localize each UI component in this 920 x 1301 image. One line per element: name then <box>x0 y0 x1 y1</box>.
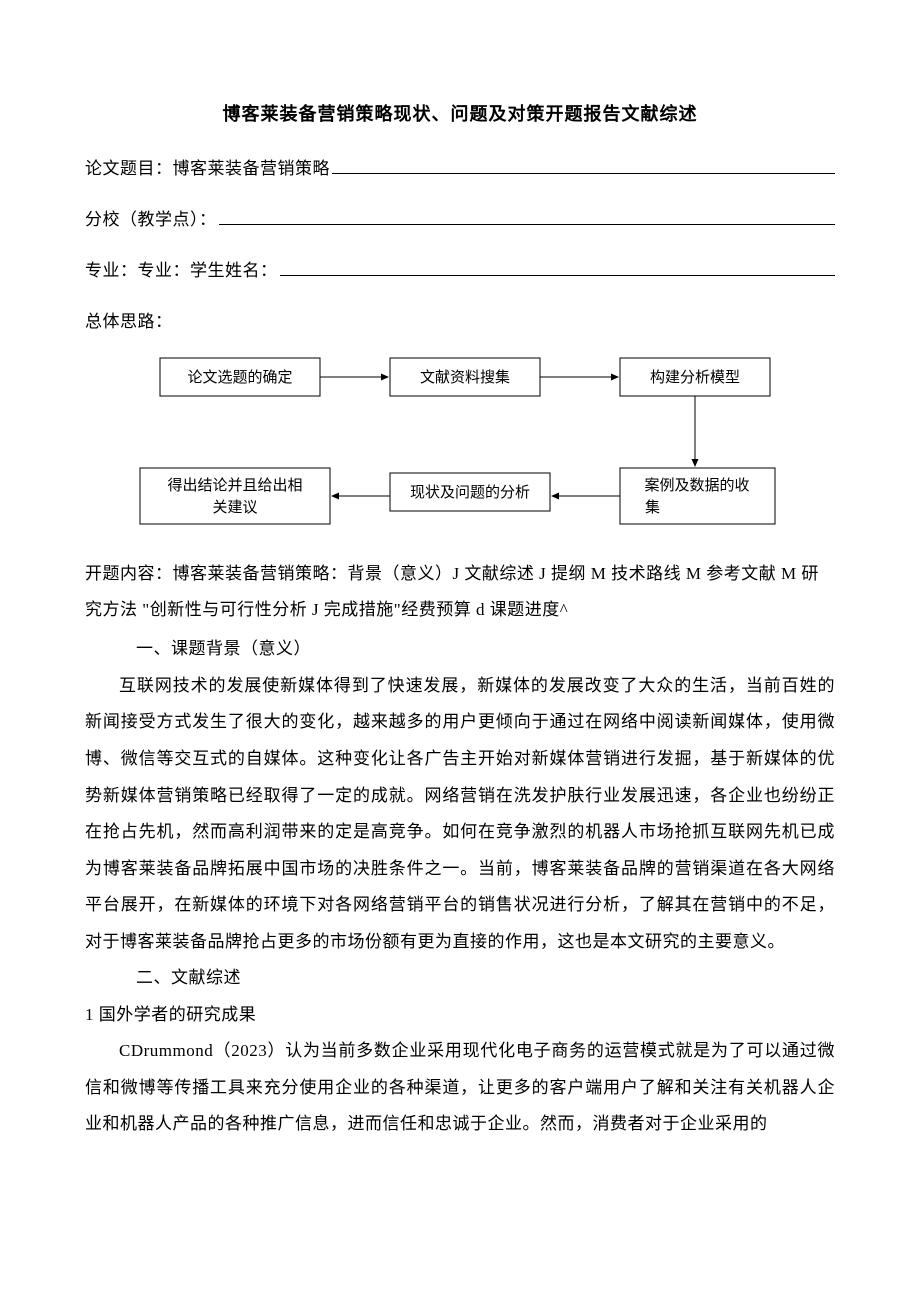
flow-node-6-label-1: 案例及数据的收 <box>644 476 749 494</box>
flow-node-4-label-2: 关建议 <box>212 499 257 516</box>
section-2-heading: 二、文献综述 <box>85 960 835 997</box>
document-title: 博客莱装备营销策略现状、问题及对策开题报告文献综述 <box>85 100 835 126</box>
section-1-heading: 一、课题背景（意义） <box>85 631 835 668</box>
flow-node-1-label: 论文选题的确定 <box>187 369 292 386</box>
section-2-subheading: 1 国外学者的研究成果 <box>85 997 835 1034</box>
section-1-body: 互联网技术的发展使新媒体得到了快速发展，新媒体的发展改变了大众的生活，当前百姓的… <box>85 668 835 960</box>
flow-node-5-label: 现状及问题的分析 <box>410 484 530 501</box>
flow-node-6 <box>620 468 775 524</box>
underline-fill <box>280 259 836 276</box>
major-line: 专业：专业：学生姓名： <box>85 256 835 281</box>
underline-fill <box>332 157 835 174</box>
flow-node-4-label-1: 得出结论并且给出相 <box>167 477 302 494</box>
opening-label: 开题内容： <box>85 564 173 583</box>
opening-content: 开题内容：博客莱装备营销策略：背景（意义）J 文献综述 J 提纲 M 技术路线 … <box>85 556 835 627</box>
section-2-body: CDrummond（2023）认为当前多数企业采用现代化电子商务的运营模式就是为… <box>85 1033 835 1143</box>
topic-line: 论文题目： 博客莱装备营销策略 <box>85 154 835 179</box>
flow-node-6-label-2: 集 <box>645 499 660 516</box>
opening-text: 博客莱装备营销策略：背景（意义）J 文献综述 J 提纲 M 技术路线 M 参考文… <box>85 564 819 619</box>
overall-label: 总体思路： <box>85 307 835 332</box>
underline-fill <box>219 208 836 225</box>
flow-node-3-label: 构建分析模型 <box>650 369 740 386</box>
topic-value: 博客莱装备营销策略 <box>173 154 331 179</box>
flow-node-2-label: 文献资料搜集 <box>420 369 510 386</box>
school-label: 分校（教学点）： <box>85 205 217 230</box>
major-label: 专业：专业：学生姓名： <box>85 256 278 281</box>
topic-label: 论文题目： <box>85 154 173 179</box>
school-line: 分校（教学点）： <box>85 205 835 230</box>
flowchart: 论文选题的确定 文献资料搜集 构建分析模型 得出结论并且给出相 关建议 现状及问… <box>100 348 820 538</box>
